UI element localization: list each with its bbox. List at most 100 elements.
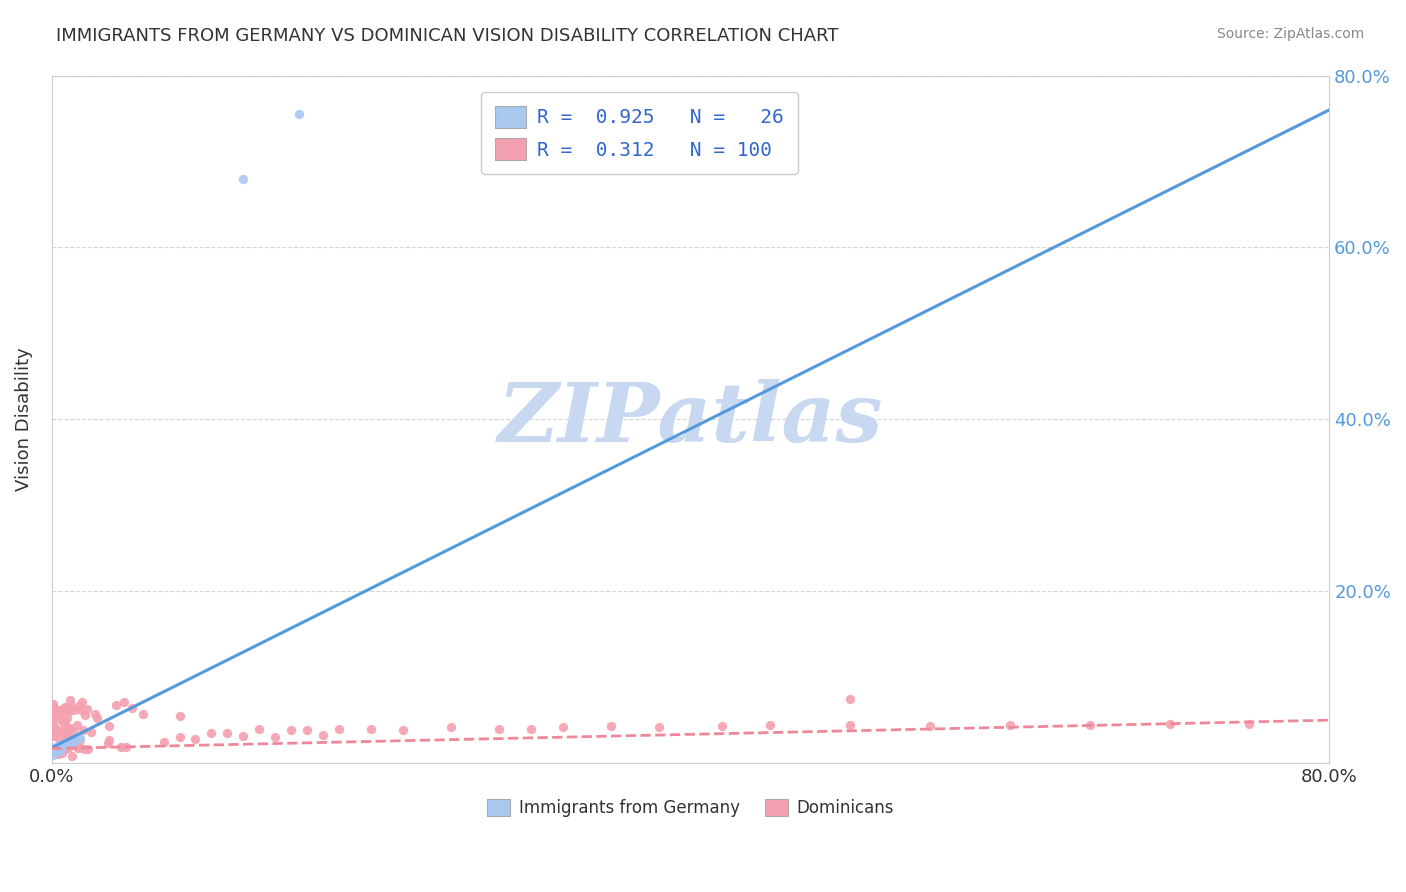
Point [232, 729, 254, 743]
Point [46, 745, 69, 759]
Point [58, 736, 80, 750]
Point [46, 740, 69, 755]
Point [51, 740, 73, 755]
Point [1239, 717, 1261, 731]
Point [46, 707, 69, 722]
Point [56, 729, 79, 743]
Point [55, 737, 77, 751]
Point [80, 725, 103, 739]
Point [184, 732, 207, 747]
Point [41, 746, 63, 760]
Point [51, 746, 73, 760]
Text: Source: ZipAtlas.com: Source: ZipAtlas.com [1216, 27, 1364, 41]
Point [70, 695, 93, 709]
Point [55, 701, 77, 715]
Point [65, 739, 87, 754]
Point [44, 745, 66, 759]
Point [56, 734, 79, 748]
Point [488, 722, 510, 736]
Point [59, 698, 82, 713]
Point [56, 703, 79, 717]
Point [73, 708, 96, 723]
Point [217, 726, 239, 740]
Point [98, 719, 121, 733]
Point [52, 714, 75, 729]
Point [42, 718, 65, 732]
Point [48, 744, 70, 758]
Point [55, 731, 77, 746]
Point [280, 723, 302, 738]
Point [67, 739, 90, 754]
Point [84, 707, 107, 722]
Point [72, 723, 94, 737]
Point [58, 693, 80, 707]
Point [97, 736, 120, 750]
Point [52, 714, 75, 729]
Point [73, 741, 96, 756]
Point [46, 747, 69, 761]
Point [839, 718, 862, 732]
Point [360, 722, 382, 736]
Point [62, 723, 84, 738]
Point [56, 724, 79, 739]
Point [58, 704, 80, 718]
Point [839, 691, 862, 706]
Point [288, 107, 311, 121]
Point [48, 739, 70, 753]
Point [45, 711, 67, 725]
Point [67, 698, 90, 713]
Point [49, 706, 72, 720]
Point [56, 711, 79, 725]
Point [110, 739, 132, 754]
Point [41, 710, 63, 724]
Text: ZIPatlas: ZIPatlas [498, 379, 883, 459]
Point [45, 743, 67, 757]
Point [42, 747, 65, 762]
Point [49, 738, 72, 752]
Point [86, 711, 108, 725]
Point [42, 705, 65, 719]
Text: IMMIGRANTS FROM GERMANY VS DOMINICAN VISION DISABILITY CORRELATION CHART: IMMIGRANTS FROM GERMANY VS DOMINICAN VIS… [56, 27, 839, 45]
Point [1078, 718, 1101, 732]
Point [152, 734, 174, 748]
Point [55, 723, 77, 737]
Point [60, 748, 83, 763]
Point [104, 698, 127, 713]
Point [46, 723, 69, 737]
Point [52, 723, 75, 738]
Point [132, 706, 155, 721]
Point [58, 731, 80, 746]
Point [69, 733, 91, 747]
Point [98, 733, 121, 747]
Point [55, 705, 77, 719]
Point [297, 723, 319, 738]
Y-axis label: Vision Disability: Vision Disability [15, 348, 32, 491]
Point [551, 720, 574, 734]
Point [1159, 717, 1181, 731]
Point [247, 722, 270, 736]
Point [53, 699, 76, 714]
Point [232, 171, 254, 186]
Point [46, 742, 69, 756]
Point [711, 719, 734, 733]
Point [49, 703, 72, 717]
Point [76, 702, 98, 716]
Point [70, 703, 93, 717]
Point [200, 726, 222, 740]
Point [41, 747, 63, 762]
Point [62, 703, 84, 717]
Point [647, 720, 669, 734]
Point [48, 731, 70, 745]
Point [69, 731, 91, 746]
Point [52, 739, 75, 753]
Point [440, 720, 463, 734]
Point [45, 739, 67, 753]
Point [53, 735, 76, 749]
Point [312, 728, 335, 742]
Point [392, 723, 415, 738]
Point [264, 731, 287, 745]
Point [599, 719, 621, 733]
Point [59, 733, 82, 747]
Point [328, 722, 350, 736]
Point [759, 718, 782, 732]
